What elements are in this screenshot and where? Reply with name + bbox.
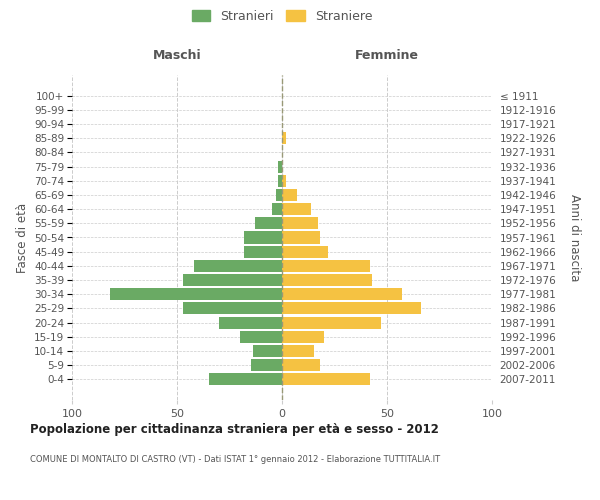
Bar xyxy=(271,203,282,215)
Bar xyxy=(184,274,282,286)
Bar xyxy=(282,232,320,243)
Bar xyxy=(194,260,282,272)
Bar xyxy=(282,189,296,201)
Y-axis label: Anni di nascita: Anni di nascita xyxy=(568,194,581,281)
Bar xyxy=(282,132,286,144)
Bar xyxy=(219,316,282,328)
Text: Femmine: Femmine xyxy=(355,49,419,62)
Bar xyxy=(278,175,282,187)
Bar xyxy=(282,359,320,371)
Bar xyxy=(282,302,421,314)
Bar xyxy=(110,288,282,300)
Bar xyxy=(244,232,282,243)
Legend: Stranieri, Straniere: Stranieri, Straniere xyxy=(188,6,376,26)
Bar xyxy=(240,330,282,342)
Bar xyxy=(282,316,381,328)
Bar xyxy=(282,373,370,385)
Bar xyxy=(278,160,282,172)
Bar xyxy=(276,189,282,201)
Text: Maschi: Maschi xyxy=(152,49,202,62)
Bar xyxy=(282,330,324,342)
Bar xyxy=(253,345,282,357)
Bar xyxy=(282,246,328,258)
Bar xyxy=(282,288,402,300)
Bar xyxy=(209,373,282,385)
Bar xyxy=(282,260,370,272)
Text: Popolazione per cittadinanza straniera per età e sesso - 2012: Popolazione per cittadinanza straniera p… xyxy=(30,422,439,436)
Bar xyxy=(244,246,282,258)
Bar xyxy=(282,175,286,187)
Text: COMUNE DI MONTALTO DI CASTRO (VT) - Dati ISTAT 1° gennaio 2012 - Elaborazione TU: COMUNE DI MONTALTO DI CASTRO (VT) - Dati… xyxy=(30,455,440,464)
Y-axis label: Fasce di età: Fasce di età xyxy=(16,202,29,272)
Bar xyxy=(254,218,282,230)
Bar xyxy=(184,302,282,314)
Bar xyxy=(282,274,372,286)
Bar xyxy=(251,359,282,371)
Bar xyxy=(282,218,318,230)
Bar xyxy=(282,203,311,215)
Bar xyxy=(282,345,314,357)
